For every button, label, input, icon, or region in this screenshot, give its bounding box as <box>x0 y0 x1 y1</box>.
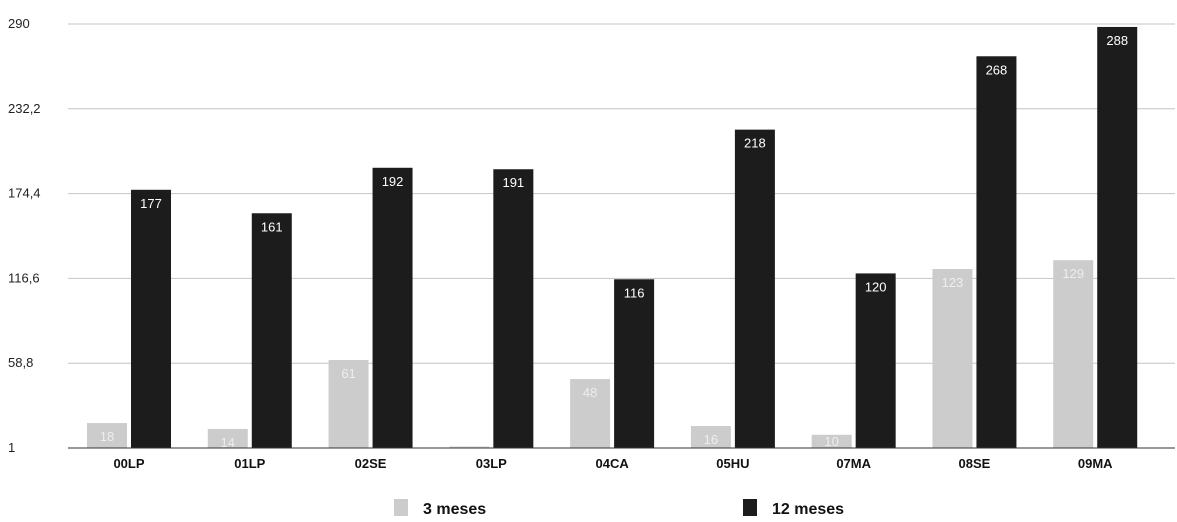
bar-3-meses <box>449 446 490 448</box>
y-tick-label: 116,6 <box>8 270 40 285</box>
data-label: 288 <box>1106 33 1128 48</box>
legend-label: 12 meses <box>772 501 844 518</box>
bar-12-meses <box>976 56 1017 448</box>
x-tick-label: 09MA <box>1078 456 1113 471</box>
data-label: 161 <box>261 219 283 234</box>
x-tick-label: 04CA <box>595 456 629 471</box>
bar-12-meses <box>734 129 775 448</box>
bar-12-meses <box>855 273 896 448</box>
data-label: 129 <box>1062 266 1084 281</box>
data-label: 123 <box>942 275 964 290</box>
bars <box>87 26 1138 449</box>
bar-12-meses <box>1097 26 1138 448</box>
bar-3-meses <box>932 269 973 448</box>
x-tick-label: 01LP <box>234 456 265 471</box>
bar-12-meses <box>372 167 413 448</box>
x-tick-label: 07MA <box>836 456 871 471</box>
data-label: 191 <box>502 175 524 190</box>
legend: 3 meses 12 meses <box>394 499 844 518</box>
y-tick-label: 174,4 <box>8 186 41 201</box>
bar-3-meses <box>207 428 248 448</box>
y-tick-label: 58,8 <box>8 355 33 370</box>
bar-12-meses <box>131 189 171 448</box>
bar-3-meses <box>811 434 852 448</box>
legend-swatch <box>394 499 408 516</box>
bar-3-meses <box>1053 260 1094 448</box>
data-label: 268 <box>986 62 1008 77</box>
data-label: 48 <box>583 385 597 400</box>
data-label: 18 <box>100 429 114 444</box>
y-tick-label: 232,2 <box>8 101 41 116</box>
bar-3-meses <box>690 425 731 448</box>
data-label: 116 <box>624 285 645 300</box>
x-axis-labels: 00LP 01LP 02SE 03LP 04CA 05HU 07MA 08SE 09MA <box>113 456 1113 471</box>
data-label: 192 <box>382 174 404 189</box>
data-label: 177 <box>140 196 162 211</box>
data-labels: 18 177 14 161 61 192 191 48 116 16 218 10 120 123 268 1… <box>100 33 1128 450</box>
y-tick-label: 290 <box>8 16 30 31</box>
data-label: 120 <box>865 279 887 294</box>
data-label: 10 <box>824 434 838 449</box>
x-tick-label: 02SE <box>355 456 387 471</box>
x-tick-label: 05HU <box>716 456 749 471</box>
y-axis-ticks: 1 58,8 116,6 174,4 232,2 290 <box>8 16 41 455</box>
data-label: 218 <box>744 136 766 151</box>
bar-12-meses <box>493 169 534 449</box>
x-tick-label: 03LP <box>476 456 507 471</box>
data-label: 16 <box>704 432 718 447</box>
bar-12-meses <box>251 213 292 448</box>
data-label: 61 <box>341 366 355 381</box>
bar-3-meses <box>328 359 369 448</box>
y-tick-label: 1 <box>8 440 15 455</box>
x-tick-label: 08SE <box>959 456 991 471</box>
bar-12-meses <box>614 279 655 448</box>
bar-3-meses <box>570 379 611 448</box>
bar-3-meses <box>87 423 127 448</box>
legend-label: 3 meses <box>423 501 486 518</box>
x-tick-label: 00LP <box>113 456 144 471</box>
legend-swatch <box>743 499 757 516</box>
data-label: 14 <box>221 435 235 450</box>
